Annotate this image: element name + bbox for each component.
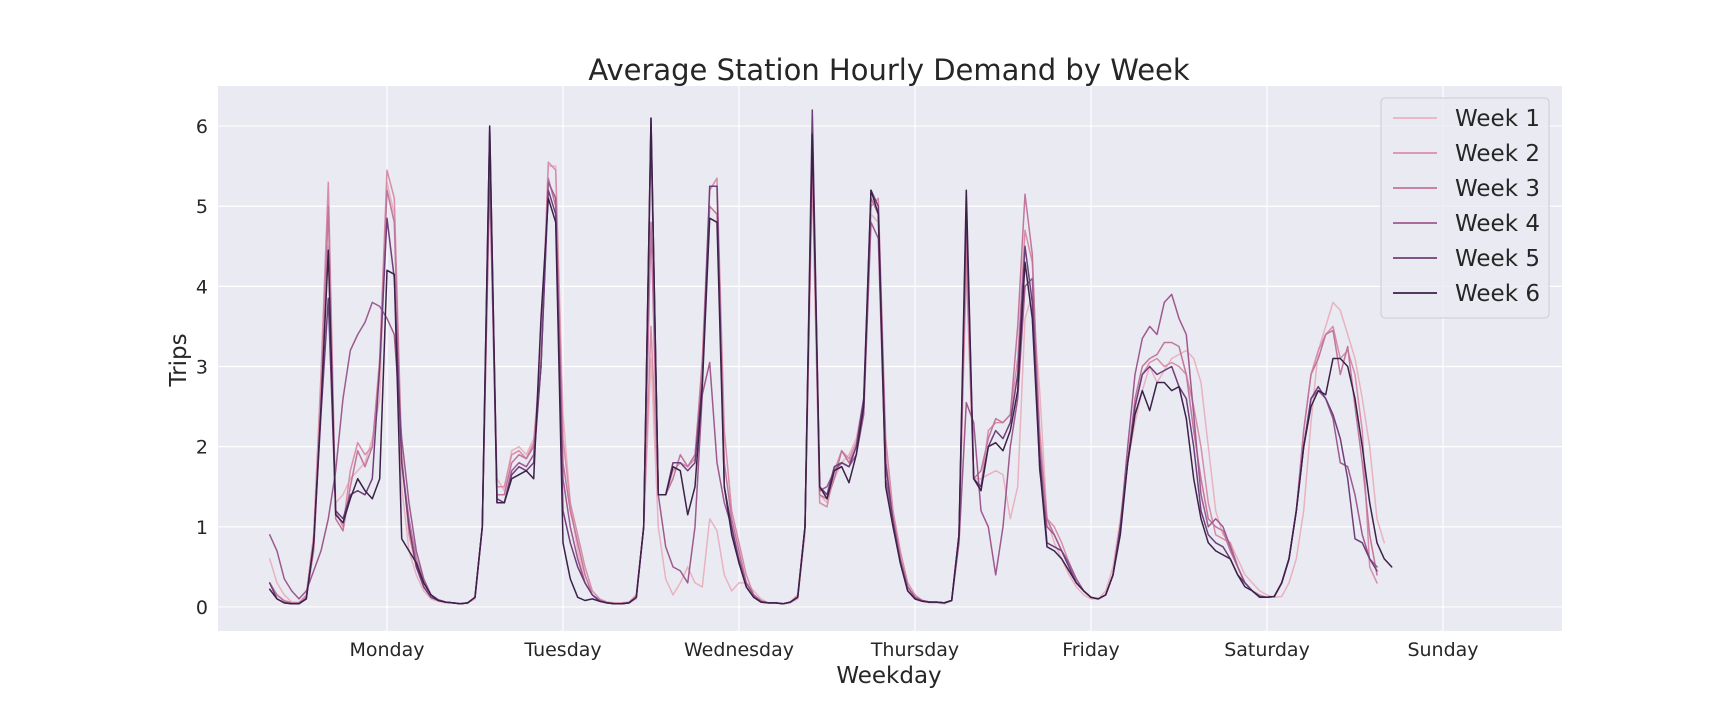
- y-axis-label: Trips: [166, 333, 192, 387]
- y-tick-label: 2: [196, 437, 208, 459]
- x-tick-label: Saturday: [1224, 639, 1310, 661]
- legend-label: Week 2: [1455, 141, 1540, 167]
- y-tick-label: 4: [196, 276, 208, 298]
- y-tick-label: 5: [196, 196, 208, 218]
- x-tick-label: Monday: [349, 639, 424, 661]
- x-tick-label: Wednesday: [684, 639, 794, 661]
- series-layer: [268, 109, 1393, 605]
- y-tick-label: 6: [196, 116, 208, 138]
- y-tick-label: 3: [196, 357, 208, 379]
- legend-label: Week 6: [1455, 281, 1540, 307]
- legend-label: Week 4: [1455, 211, 1540, 237]
- x-axis-label: Weekday: [836, 663, 941, 689]
- x-tick-label: Friday: [1062, 639, 1120, 661]
- legend-label: Week 1: [1455, 106, 1540, 132]
- legend-label: Week 3: [1455, 176, 1540, 202]
- chart-title: Average Station Hourly Demand by Week: [588, 53, 1190, 87]
- y-tick-label: 0: [196, 597, 208, 619]
- legend-label: Week 5: [1455, 246, 1540, 272]
- series-line-week-6: [268, 117, 1393, 605]
- plot-area: [218, 86, 1562, 631]
- tick-labels: 0 1 2 3 4 5 6 Monday Tuesday Wednesday Thursday Fri…: [196, 116, 1479, 661]
- x-tick-label: Sunday: [1407, 639, 1478, 661]
- y-tick-label: 1: [196, 517, 208, 539]
- x-tick-label: Thursday: [870, 639, 959, 661]
- legend: Week 1 Week 2 Week 3 Week 4 Week 5 Week 6: [1380, 97, 1550, 319]
- x-tick-label: Tuesday: [523, 639, 601, 661]
